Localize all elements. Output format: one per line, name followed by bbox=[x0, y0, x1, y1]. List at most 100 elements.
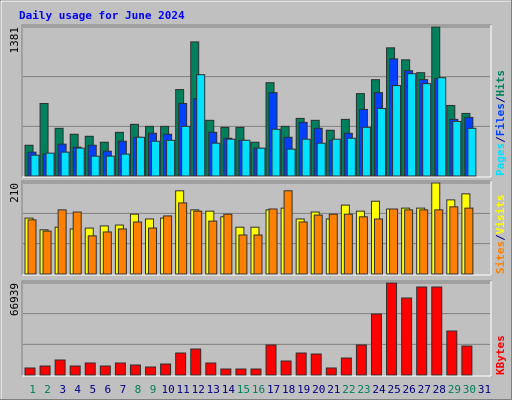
bar bbox=[193, 210, 203, 275]
bar bbox=[135, 136, 145, 177]
x-tick-label: 14 bbox=[222, 383, 236, 396]
bar bbox=[39, 365, 51, 376]
legend: Sites/Visits bbox=[494, 195, 507, 275]
bar bbox=[90, 155, 100, 177]
bar bbox=[310, 353, 322, 376]
x-tick-label: 24 bbox=[372, 383, 386, 396]
x-tick-label: 2 bbox=[44, 383, 51, 396]
bar bbox=[419, 209, 429, 275]
bar bbox=[145, 366, 157, 376]
bar bbox=[407, 73, 417, 177]
x-tick-label: 21 bbox=[327, 383, 340, 396]
bar bbox=[422, 83, 432, 177]
bar bbox=[220, 368, 232, 376]
x-tick-label: 19 bbox=[297, 383, 310, 396]
bar bbox=[87, 235, 97, 275]
legend-entry: Visits bbox=[494, 195, 507, 235]
bar bbox=[449, 206, 459, 275]
bar bbox=[27, 219, 37, 275]
bar bbox=[211, 142, 221, 177]
bar bbox=[160, 363, 172, 376]
bar bbox=[452, 120, 462, 177]
legend-entry: Sites bbox=[494, 241, 507, 274]
x-tick-label: 4 bbox=[74, 383, 81, 396]
bar bbox=[69, 365, 81, 376]
bar bbox=[286, 148, 296, 177]
bar bbox=[313, 214, 323, 275]
legend-separator: / bbox=[494, 136, 507, 143]
bar bbox=[301, 138, 311, 177]
bar bbox=[42, 230, 52, 275]
bar bbox=[117, 228, 127, 275]
legend-entry: Hits bbox=[494, 70, 507, 97]
x-tick-label: 13 bbox=[207, 383, 220, 396]
x-tick-label: 5 bbox=[89, 383, 96, 396]
legend-entry: KBytes bbox=[494, 335, 507, 375]
bar bbox=[102, 231, 112, 275]
bar bbox=[190, 348, 202, 376]
chart-title: Daily usage for June 2024 bbox=[19, 9, 185, 22]
bar bbox=[389, 208, 399, 275]
bar bbox=[392, 85, 402, 177]
bar bbox=[223, 213, 233, 275]
bar bbox=[316, 142, 326, 177]
bar bbox=[446, 330, 458, 376]
bar bbox=[253, 234, 263, 275]
bar bbox=[355, 344, 367, 376]
x-tick-label: 18 bbox=[282, 383, 295, 396]
legend-entry: Pages bbox=[494, 143, 507, 176]
legend-entry: Files bbox=[494, 103, 507, 136]
bar bbox=[120, 153, 130, 177]
bar bbox=[434, 209, 444, 275]
bar bbox=[24, 367, 36, 376]
x-tick-label: 17 bbox=[267, 383, 280, 396]
x-tick-label: 12 bbox=[192, 383, 205, 396]
bar bbox=[401, 297, 413, 376]
bar bbox=[331, 138, 341, 177]
bar bbox=[361, 126, 371, 177]
bar bbox=[295, 352, 307, 376]
bar bbox=[386, 282, 398, 376]
bar bbox=[256, 147, 266, 177]
bar bbox=[60, 151, 70, 177]
bar bbox=[205, 362, 217, 376]
bar bbox=[151, 140, 161, 177]
bar bbox=[105, 155, 115, 177]
x-tick-label: 23 bbox=[357, 383, 370, 396]
bar bbox=[265, 344, 277, 376]
bar bbox=[283, 190, 293, 275]
x-tick-label: 15 bbox=[237, 383, 250, 396]
x-tick-label: 3 bbox=[59, 383, 66, 396]
bar bbox=[437, 77, 447, 177]
bar bbox=[226, 138, 236, 177]
y-max-label: 210 bbox=[8, 183, 21, 203]
x-tick-label: 1 bbox=[29, 383, 36, 396]
x-tick-label: 25 bbox=[387, 383, 400, 396]
bar bbox=[238, 234, 248, 275]
x-tick-label: 26 bbox=[403, 383, 416, 396]
x-tick-label: 6 bbox=[105, 383, 112, 396]
bar bbox=[431, 286, 443, 376]
bar bbox=[30, 154, 40, 177]
bar bbox=[163, 215, 173, 275]
x-tick-label: 30 bbox=[463, 383, 476, 396]
x-tick-label: 29 bbox=[448, 383, 461, 396]
bar bbox=[280, 360, 292, 376]
bar bbox=[467, 127, 477, 177]
bar bbox=[129, 364, 141, 376]
bar bbox=[370, 313, 382, 376]
bar bbox=[461, 345, 473, 376]
bar bbox=[166, 139, 176, 177]
x-tick-label: 20 bbox=[312, 383, 325, 396]
bar bbox=[84, 362, 96, 376]
x-tick-label: 27 bbox=[418, 383, 431, 396]
x-tick-label: 8 bbox=[135, 383, 142, 396]
bar bbox=[99, 365, 111, 376]
x-tick-label: 16 bbox=[252, 383, 265, 396]
bar bbox=[241, 139, 251, 177]
bar bbox=[45, 152, 55, 177]
bar bbox=[416, 286, 428, 376]
bar bbox=[72, 211, 82, 275]
legend-separator: / bbox=[494, 96, 507, 103]
